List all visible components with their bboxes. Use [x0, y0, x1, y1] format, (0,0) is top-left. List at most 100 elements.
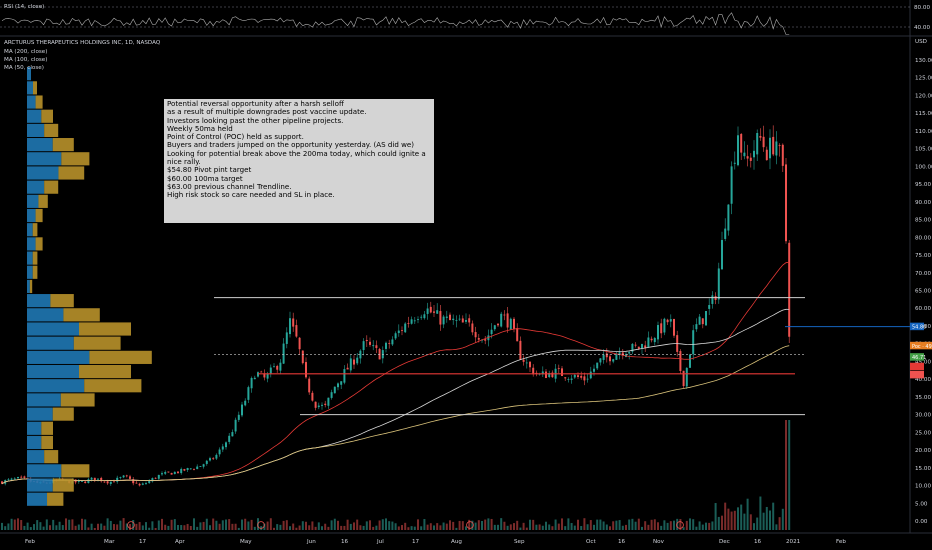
candle-body: [692, 330, 695, 355]
volume-bar: [484, 519, 487, 530]
candle-body: [445, 316, 448, 318]
candle-body: [260, 371, 263, 373]
volume-bar: [775, 524, 778, 530]
volume-profile-bar: [35, 208, 43, 223]
candle-body: [426, 308, 429, 314]
volume-bar: [52, 519, 55, 530]
volume-bar: [625, 524, 627, 530]
volume-bar: [183, 525, 186, 530]
volume-bar: [525, 527, 528, 530]
volume-profile-bar: [79, 364, 131, 379]
volume-bar: [765, 506, 768, 530]
volume-bar: [129, 524, 131, 530]
price-tick-label: 70.00: [915, 271, 931, 277]
candle-body: [253, 377, 256, 380]
volume-bar: [276, 524, 279, 530]
candle-body: [189, 468, 192, 470]
candle-body: [282, 343, 285, 364]
time-tick-label: Apr: [175, 539, 185, 545]
ma50-label[interactable]: MA (50, close): [4, 65, 44, 71]
volume-profile-bar: [27, 237, 36, 251]
price-badge[interactable]: [910, 353, 924, 361]
volume-bar: [337, 520, 339, 530]
candle-body: [532, 367, 535, 375]
note-line: Buyers and traders jumped on the opportu…: [167, 140, 415, 150]
candle-body: [551, 372, 554, 378]
candle-body: [391, 339, 394, 345]
volume-bar: [97, 523, 99, 530]
volume-bar: [596, 519, 599, 530]
volume-bar: [717, 516, 720, 530]
candle-body: [132, 479, 135, 484]
volume-bar: [17, 518, 19, 530]
volume-bar: [231, 523, 234, 530]
annotation-note[interactable]: Potential reversal opportunity after a h…: [164, 99, 434, 223]
candle-body: [81, 481, 83, 482]
volume-bar: [378, 520, 381, 530]
volume-bar: [759, 496, 762, 530]
volume-profile-bar: [41, 109, 53, 123]
candle-body: [119, 477, 122, 478]
volume-profile-bar: [73, 336, 121, 350]
price-badge[interactable]: [910, 322, 924, 331]
volume-bar: [308, 525, 311, 530]
volume-bar: [445, 523, 448, 530]
rsi-indicator-label[interactable]: RSI (14, close): [4, 4, 45, 10]
volume-profile-bar: [27, 308, 64, 322]
volume-bar: [714, 503, 717, 530]
price-badge[interactable]: [910, 362, 924, 371]
price-badge[interactable]: [910, 341, 932, 350]
volume-bar: [756, 517, 759, 530]
event-marker[interactable]: [466, 521, 474, 529]
ma200-line[interactable]: [1, 345, 790, 485]
volume-profile-bar: [27, 322, 79, 336]
volume-profile-bar: [50, 294, 74, 308]
candle-body: [97, 478, 99, 480]
time-tick-label: Feb: [25, 539, 35, 545]
candle-body: [762, 136, 765, 148]
candle-body: [756, 133, 759, 155]
candle-body: [781, 144, 784, 166]
volume-bar: [1, 522, 3, 530]
volume-bar: [343, 525, 346, 530]
rsi-line: [1, 12, 790, 35]
price-tick-label: 110.00: [915, 129, 932, 135]
candle-body: [439, 311, 442, 325]
volume-bar: [618, 520, 621, 530]
candle-body: [631, 343, 634, 352]
volume-bar: [458, 520, 461, 530]
ma200-label[interactable]: MA (200, close): [4, 49, 48, 55]
candle-body: [17, 477, 19, 479]
candle-body: [20, 476, 23, 478]
volume-profile-bar: [27, 138, 53, 152]
volume-bar: [605, 524, 608, 530]
price-badge[interactable]: [910, 370, 924, 379]
candle-body: [298, 337, 301, 350]
event-marker[interactable]: [127, 521, 135, 529]
volume-profile-bar: [27, 379, 85, 393]
volume-bar: [161, 518, 163, 530]
volume-bar: [164, 524, 167, 530]
volume-bar: [663, 520, 666, 530]
volume-bar: [513, 523, 515, 530]
candle-body: [13, 478, 16, 480]
volume-bar: [327, 526, 330, 530]
candle-body: [234, 419, 237, 432]
ma100-label[interactable]: MA (100, close): [4, 57, 48, 63]
volume-bar: [212, 518, 215, 530]
volume-bar: [695, 526, 698, 530]
volume-bar: [381, 519, 384, 530]
volume-bar: [516, 520, 519, 530]
volume-profile-bar: [84, 379, 142, 393]
volume-bar: [692, 519, 695, 530]
volume-bar: [439, 525, 442, 530]
volume-bar: [321, 526, 323, 530]
candle-body: [292, 318, 295, 327]
volume-bar: [273, 527, 275, 530]
volume-profile-bar: [27, 123, 45, 138]
event-marker[interactable]: [676, 521, 684, 529]
event-marker[interactable]: [257, 521, 265, 529]
volume-bar: [586, 524, 589, 530]
volume-bar: [7, 523, 10, 530]
